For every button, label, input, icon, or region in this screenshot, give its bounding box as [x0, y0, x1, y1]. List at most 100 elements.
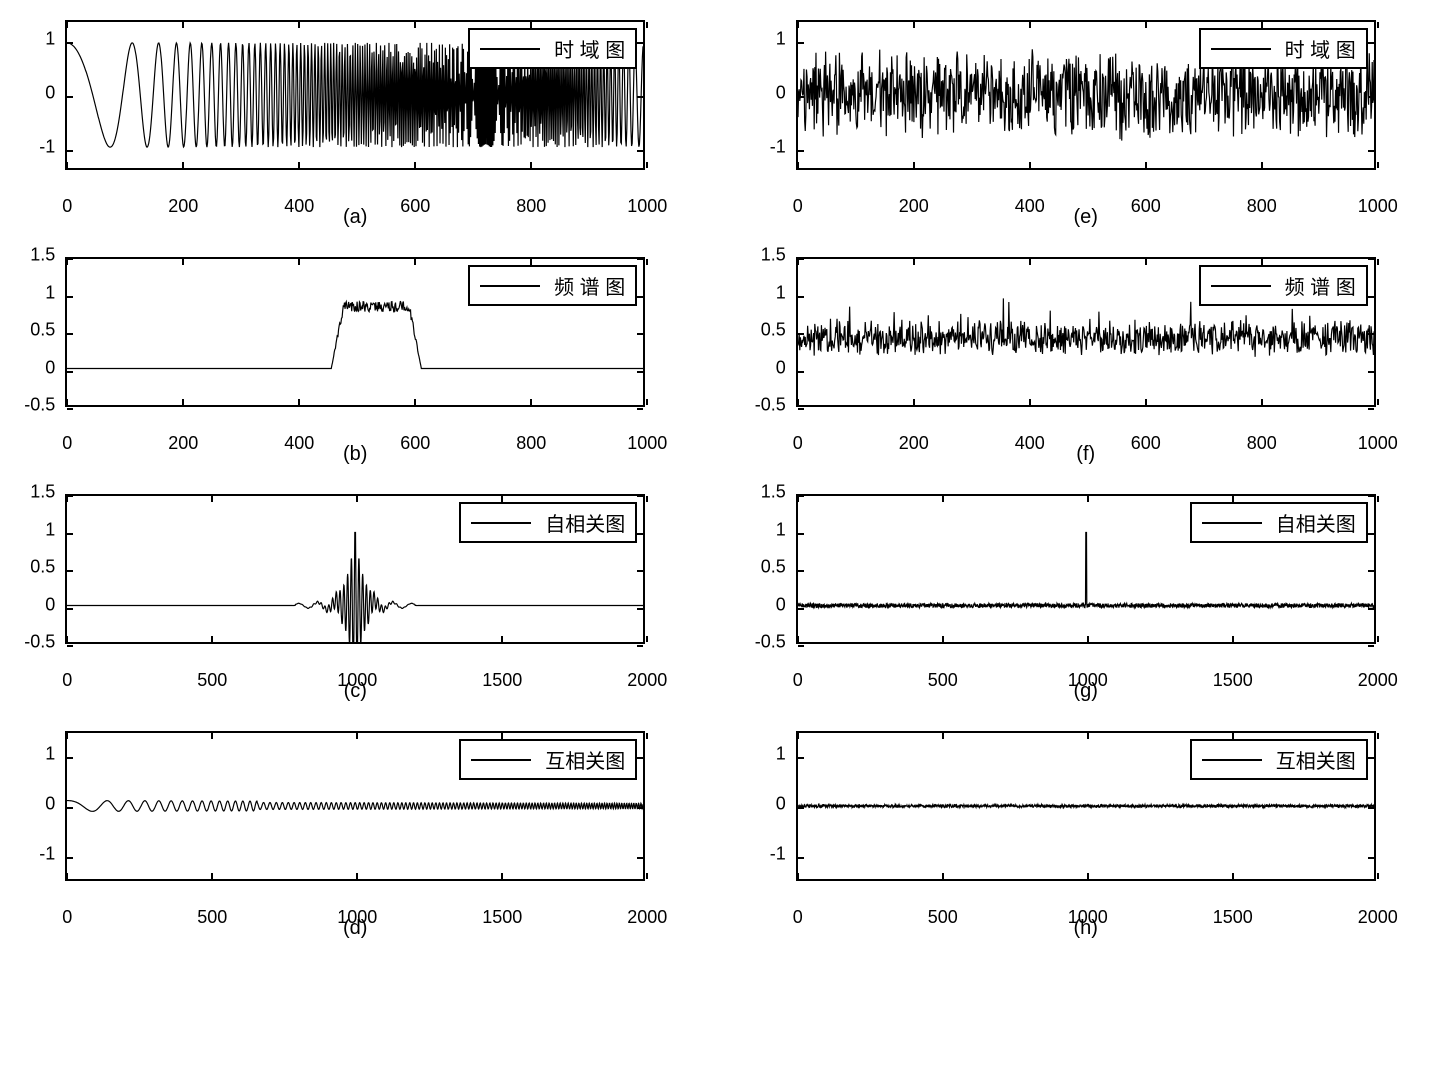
panel-c: 自相关图0500100015002000-0.500.511.5(c) [20, 494, 691, 703]
x-tick: 1000 [1358, 433, 1398, 454]
x-tick: 500 [197, 670, 227, 691]
x-tick: 0 [793, 907, 803, 928]
y-tick: 0 [776, 794, 786, 815]
y-tick: 0 [776, 83, 786, 104]
y-tick: 0.5 [30, 320, 55, 341]
x-tick: 0 [62, 907, 72, 928]
panel-h: 互相关图0500100015002000-101(h) [751, 731, 1422, 940]
x-tick: 0 [62, 196, 72, 217]
y-tick: -1 [770, 844, 786, 865]
panel-caption: (a) [343, 206, 367, 229]
panel-f: 频 谱 图02004006008001000-0.500.511.5 (f) [751, 257, 1422, 466]
y-tick: 1 [45, 29, 55, 50]
x-tick: 200 [168, 196, 198, 217]
legend-line-icon [1211, 285, 1271, 287]
x-tick: 400 [1015, 196, 1045, 217]
y-tick: 1.5 [761, 482, 786, 503]
legend-line-icon [480, 285, 540, 287]
plot-area: 频 谱 图02004006008001000-0.500.511.5 [796, 257, 1376, 407]
plot-area: 自相关图0500100015002000-0.500.511.5 [65, 494, 645, 644]
x-tick: 0 [793, 670, 803, 691]
legend: 频 谱 图 [468, 265, 637, 306]
y-tick: 0 [45, 83, 55, 104]
x-tick: 400 [284, 196, 314, 217]
y-tick: -0.5 [24, 395, 55, 416]
legend-label: 频 谱 图 [554, 271, 625, 300]
x-tick: 800 [1247, 433, 1277, 454]
x-tick: 600 [400, 433, 430, 454]
plot-area: 频 谱 图02004006008001000-0.500.511.5 [65, 257, 645, 407]
x-tick: 1000 [337, 670, 377, 691]
x-tick: 800 [516, 433, 546, 454]
y-tick: 1 [45, 744, 55, 765]
legend-label: 频 谱 图 [1285, 271, 1356, 300]
legend: 时 域 图 [1199, 28, 1368, 69]
x-tick: 1000 [337, 907, 377, 928]
panel-d: 互相关图0500100015002000-101(d) [20, 731, 691, 940]
legend-label: 互相关图 [1276, 745, 1356, 774]
y-tick: 1 [776, 282, 786, 303]
y-tick: 1 [45, 519, 55, 540]
y-tick: -1 [39, 136, 55, 157]
x-tick: 1000 [627, 196, 667, 217]
plot-area: 时 域 图02004006008001000-101 [65, 20, 645, 170]
x-tick: 600 [400, 196, 430, 217]
legend: 互相关图 [459, 739, 637, 780]
x-tick: 1000 [627, 433, 667, 454]
x-tick: 600 [1131, 196, 1161, 217]
x-tick: 200 [899, 196, 929, 217]
legend: 自相关图 [1190, 502, 1368, 543]
x-tick: 500 [928, 907, 958, 928]
x-tick: 2000 [1358, 907, 1398, 928]
y-tick: -1 [770, 136, 786, 157]
x-tick: 500 [928, 670, 958, 691]
y-tick: -0.5 [24, 632, 55, 653]
figure-grid: 时 域 图02004006008001000-101(a)时 域 图020040… [20, 20, 1421, 940]
x-tick: 500 [197, 907, 227, 928]
y-tick: 0.5 [761, 557, 786, 578]
plot-area: 自相关图0500100015002000-0.500.511.5 [796, 494, 1376, 644]
x-tick: 1500 [1213, 907, 1253, 928]
y-tick: 1.5 [30, 245, 55, 266]
panel-a: 时 域 图02004006008001000-101(a) [20, 20, 691, 229]
x-tick: 1500 [1213, 670, 1253, 691]
panel-caption: (b) [343, 443, 367, 466]
y-tick: -1 [39, 844, 55, 865]
legend: 时 域 图 [468, 28, 637, 69]
y-tick: 1 [45, 282, 55, 303]
y-tick: 1.5 [30, 482, 55, 503]
x-tick: 0 [793, 196, 803, 217]
y-tick: 1 [776, 29, 786, 50]
y-tick: 0 [776, 357, 786, 378]
legend: 互相关图 [1190, 739, 1368, 780]
x-tick: 0 [62, 433, 72, 454]
panel-caption: (e) [1074, 206, 1098, 229]
x-tick: 600 [1131, 433, 1161, 454]
legend: 频 谱 图 [1199, 265, 1368, 306]
legend-label: 互相关图 [545, 745, 625, 774]
y-tick: 1 [776, 519, 786, 540]
legend: 自相关图 [459, 502, 637, 543]
plot-area: 互相关图0500100015002000-101 [65, 731, 645, 881]
x-tick: 2000 [627, 907, 667, 928]
x-tick: 800 [516, 196, 546, 217]
legend-line-icon [471, 522, 531, 524]
x-tick: 400 [1015, 433, 1045, 454]
plot-area: 时 域 图02004006008001000-101 [796, 20, 1376, 170]
panel-caption: (f) [1076, 443, 1095, 466]
legend-label: 时 域 图 [554, 34, 625, 63]
y-tick: 1.5 [761, 245, 786, 266]
legend-line-icon [1202, 522, 1262, 524]
y-tick: 0 [776, 594, 786, 615]
y-tick: 0.5 [761, 320, 786, 341]
y-tick: -0.5 [755, 395, 786, 416]
panel-e: 时 域 图02004006008001000-101 (e) [751, 20, 1422, 229]
x-tick: 800 [1247, 196, 1277, 217]
legend-line-icon [471, 759, 531, 761]
x-tick: 0 [793, 433, 803, 454]
x-tick: 1000 [1068, 907, 1108, 928]
y-tick: 0 [45, 357, 55, 378]
legend-line-icon [1202, 759, 1262, 761]
x-tick: 0 [62, 670, 72, 691]
legend-label: 时 域 图 [1285, 34, 1356, 63]
